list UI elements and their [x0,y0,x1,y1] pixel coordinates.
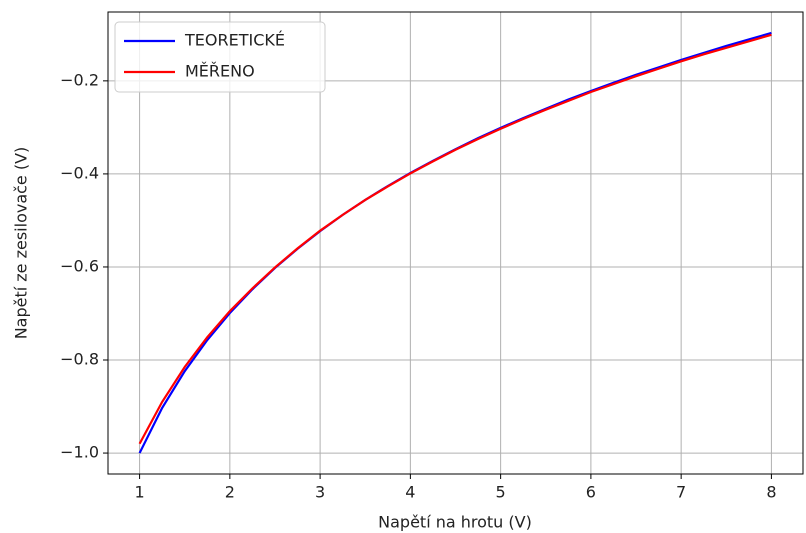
x-tick-label: 4 [405,483,415,502]
y-tick-label: −1.0 [60,443,99,462]
data-line [138,31,772,454]
legend-label: MĚŘENO [185,62,255,81]
legend-box [114,21,326,93]
x-tick-label: 3 [315,483,325,502]
x-tick-label: 8 [766,483,776,502]
data-line [138,33,772,445]
plot-frame [107,11,804,475]
y-tick-label: −0.4 [60,163,99,182]
x-tick-label: 6 [586,483,596,502]
legend-label: TEORETICKÉ [184,31,285,50]
x-tick-label: 1 [134,483,144,502]
x-tick-label: 5 [496,483,506,502]
x-tick-label: 7 [676,483,686,502]
x-tick-label: 2 [225,483,235,502]
y-axis-label: Napětí ze zesilovače (V) [12,147,31,340]
x-axis-label: Napětí na hrotu (V) [378,513,532,532]
y-tick-label: −0.6 [60,256,99,275]
y-tick-label: −0.2 [60,70,99,89]
y-tick-label: −0.8 [60,350,99,369]
